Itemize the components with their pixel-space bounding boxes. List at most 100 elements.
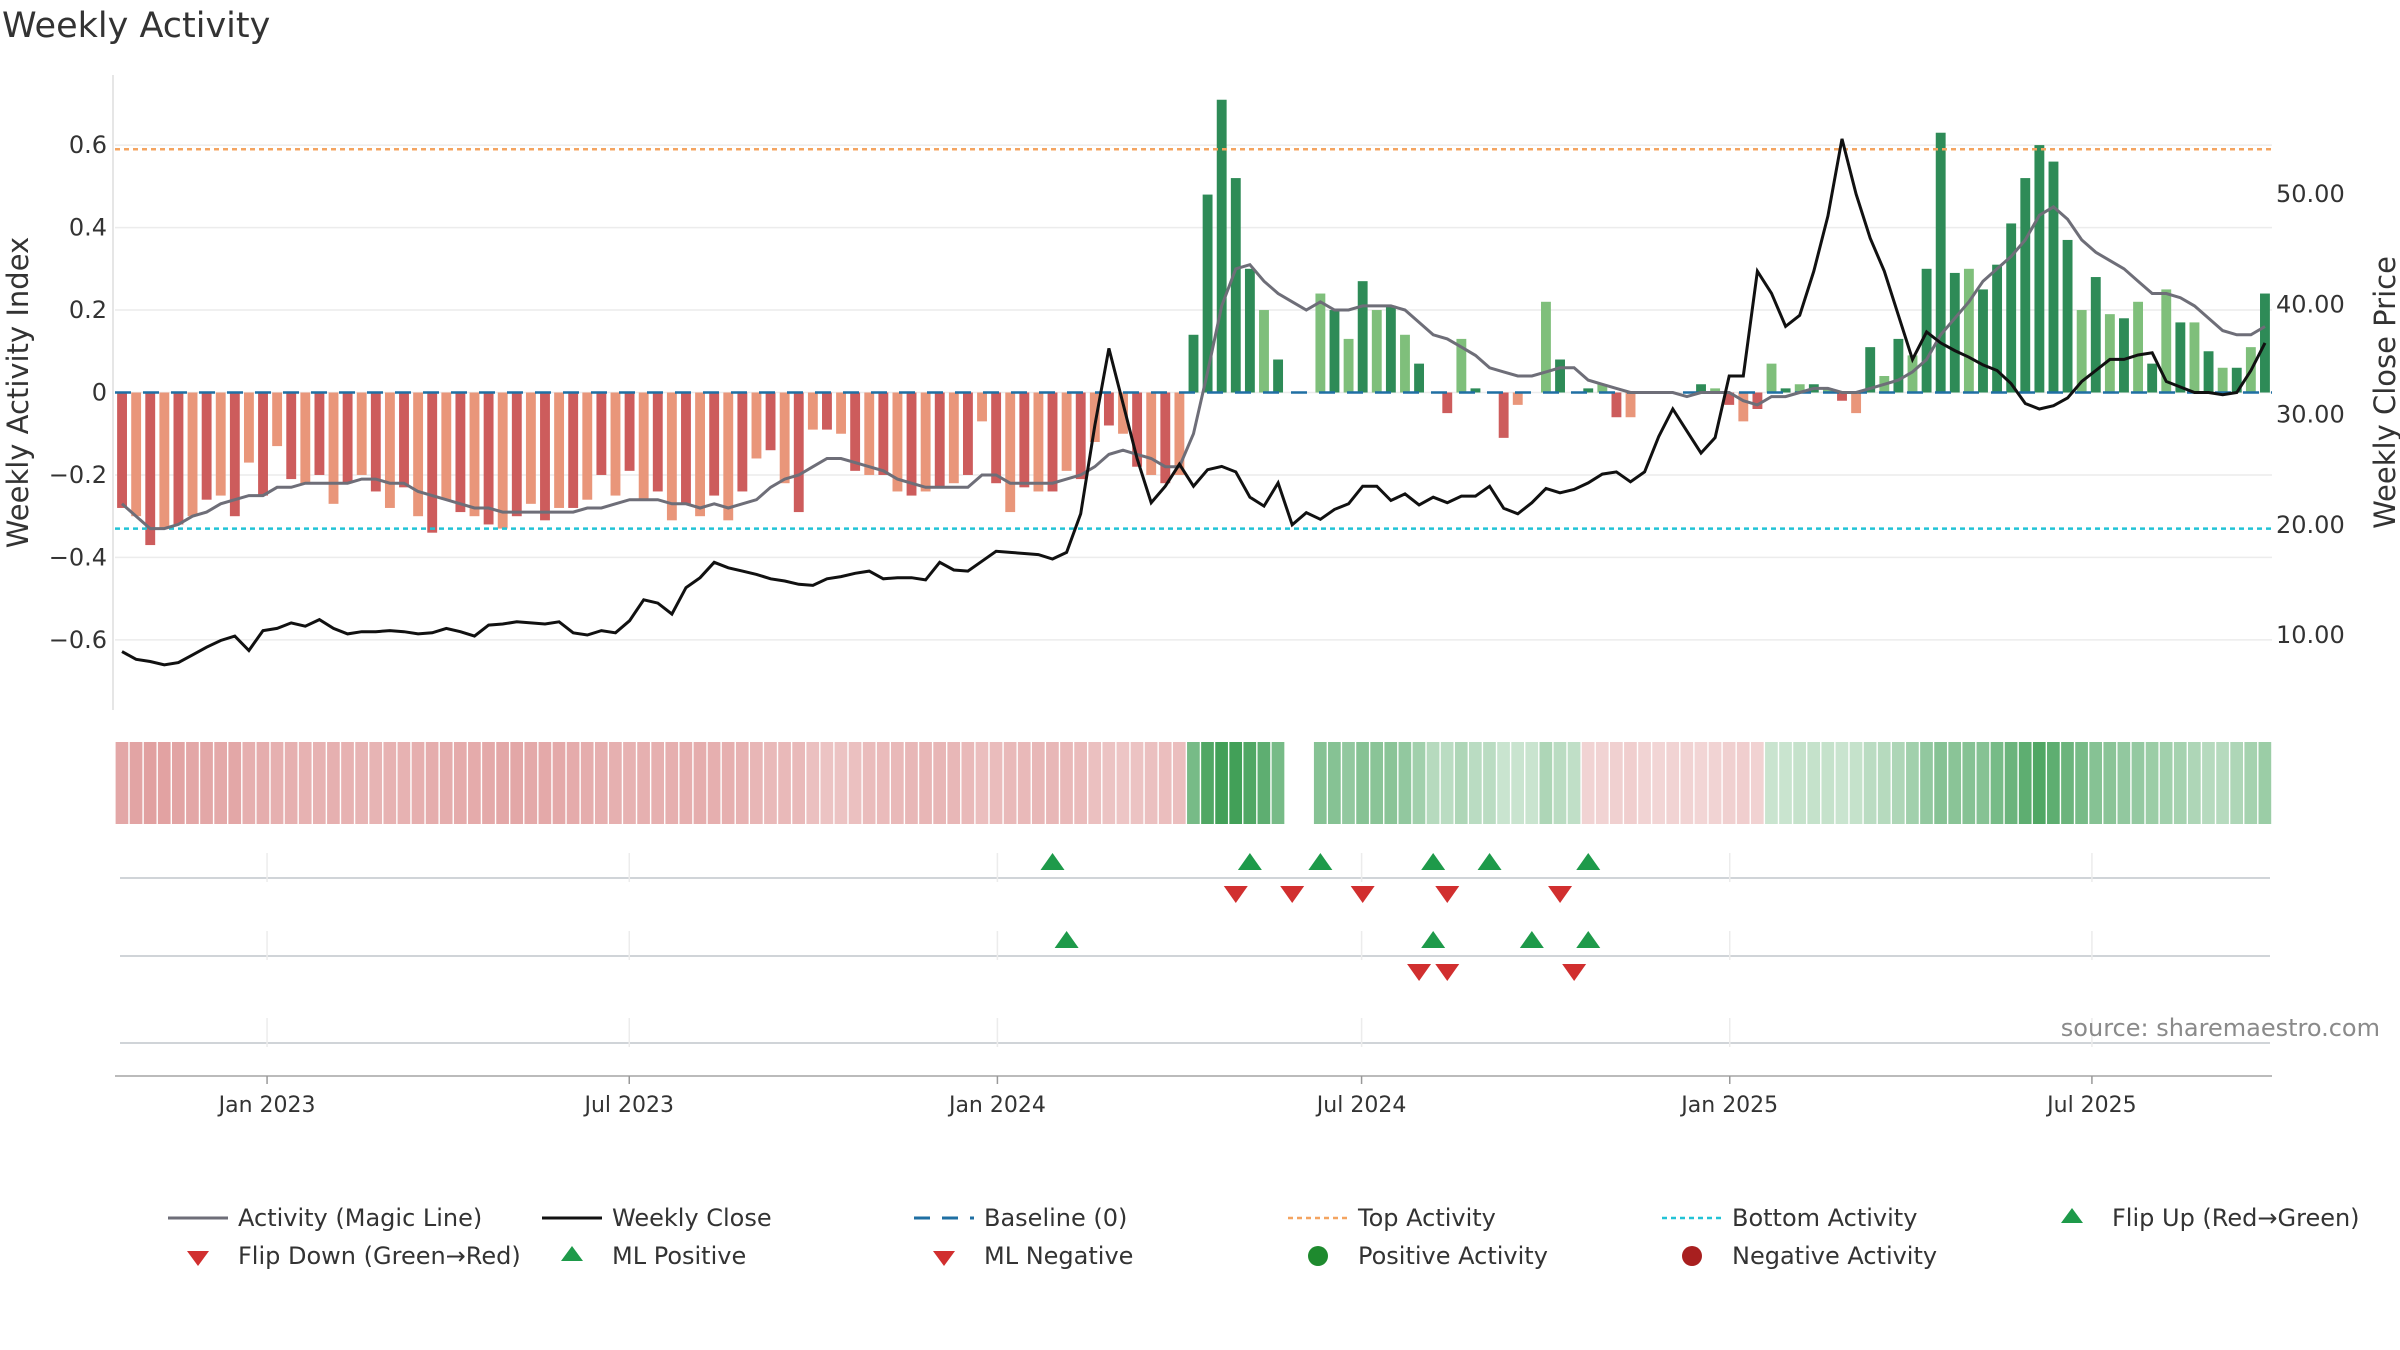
activity-strip-cell xyxy=(2188,742,2201,824)
activity-bar xyxy=(1414,363,1425,393)
activity-bar xyxy=(2034,145,2045,393)
activity-strip-cell xyxy=(750,742,763,824)
legend-item-flip-down: Flip Down (Green→Red) xyxy=(166,1238,521,1274)
activity-strip-cell xyxy=(496,742,509,824)
x-tick-label: Jan 2024 xyxy=(947,1093,1046,1118)
activity-strip-cell xyxy=(2258,742,2272,824)
legend-item-flip-up: Flip Up (Red→Green) xyxy=(2040,1200,2360,1236)
activity-strip-cell xyxy=(369,742,383,824)
activity-bar xyxy=(1357,281,1368,393)
activity-bar xyxy=(695,392,706,517)
ml-negative-marker xyxy=(1562,964,1587,981)
y-tick-label: 0 xyxy=(92,379,107,407)
activity-bar xyxy=(427,392,438,533)
activity-bar xyxy=(1907,355,1918,393)
activity-strip-cell xyxy=(2159,742,2173,824)
legend-label: Flip Up (Red→Green) xyxy=(2112,1204,2360,1232)
activity-strip-cell xyxy=(1765,742,1778,824)
activity-bar xyxy=(540,392,550,521)
activity-bar xyxy=(384,392,395,508)
flip-down-marker xyxy=(1435,886,1460,903)
activity-strip-cell xyxy=(1271,742,1285,824)
x-tick-label: Jan 2023 xyxy=(217,1093,316,1118)
activity-strip-cell xyxy=(1130,742,1144,824)
activity-strip-cell xyxy=(242,742,256,824)
activity-strip-cell xyxy=(1060,742,1073,824)
activity-bar xyxy=(1273,359,1284,393)
activity-strip-cell xyxy=(1215,742,1228,824)
activity-bar xyxy=(1132,392,1143,467)
activity-bar xyxy=(2175,322,2186,393)
activity-strip-cell xyxy=(468,742,481,824)
activity-strip-cell xyxy=(1158,742,1172,824)
activity-strip-cell xyxy=(2061,742,2074,824)
activity-strip-cell xyxy=(594,742,608,824)
activity-strip-cell xyxy=(735,742,749,824)
activity-strip-cell xyxy=(425,742,439,824)
activity-strip-cell xyxy=(1821,742,1835,824)
activity-bar xyxy=(1103,392,1114,426)
activity-bar xyxy=(399,392,409,488)
activity-strip-cell xyxy=(200,742,213,824)
activity-bar xyxy=(145,392,156,546)
y-tick-label: 0.4 xyxy=(69,214,107,242)
x-tick-label: Jul 2024 xyxy=(1315,1093,1407,1118)
activity-strip-cell xyxy=(2173,742,2187,824)
activity-strip-cell xyxy=(707,742,721,824)
activity-strip-cell xyxy=(1990,742,2004,824)
activity-strip-cell xyxy=(1454,742,1468,824)
activity-strip-cell xyxy=(1356,742,1369,824)
activity-bar xyxy=(779,392,790,484)
activity-bar xyxy=(1329,310,1340,393)
activity-strip-cell xyxy=(1003,742,1017,824)
activity-bar xyxy=(370,392,381,492)
activity-bar xyxy=(1146,392,1157,475)
y2-tick-label: 30.00 xyxy=(2276,401,2345,429)
activity-strip-cell xyxy=(228,742,242,824)
activity-strip-cell xyxy=(1074,742,1087,824)
activity-strip-cell xyxy=(312,742,326,824)
activity-strip-cell xyxy=(1511,742,1525,824)
legend-item-top-line: Top Activity xyxy=(1286,1200,1496,1236)
y-tick-label: −0.4 xyxy=(49,543,107,571)
activity-bar xyxy=(314,392,325,475)
activity-strip-cell xyxy=(1440,742,1454,824)
activity-strip-cell xyxy=(2089,742,2103,824)
activity-bar xyxy=(1343,338,1354,393)
flip-down-marker xyxy=(1548,886,1573,903)
activity-bar xyxy=(864,392,875,475)
activity-strip-cell xyxy=(806,742,820,824)
y-tick-label: 0.2 xyxy=(69,296,107,324)
activity-bar xyxy=(300,392,311,484)
activity-bar xyxy=(807,392,818,430)
ml-positive-marker xyxy=(1519,931,1544,948)
flip-up-marker xyxy=(1576,853,1601,870)
activity-bar xyxy=(1625,392,1636,418)
activity-strip-cell xyxy=(482,742,495,824)
activity-strip-cell xyxy=(2216,742,2229,824)
activity-bar xyxy=(1259,310,1269,393)
activity-strip-cell xyxy=(1934,742,1947,824)
activity-strip-cell xyxy=(580,742,594,824)
activity-bar xyxy=(920,392,931,492)
activity-strip-cell xyxy=(876,742,890,824)
activity-bar xyxy=(2020,178,2031,393)
activity-strip-cell xyxy=(341,742,354,824)
activity-strip-cell xyxy=(214,742,227,824)
activity-bar xyxy=(934,392,945,488)
activity-bar xyxy=(1696,384,1706,393)
activity-strip-cell xyxy=(1525,742,1539,824)
activity-strip-cell xyxy=(1046,742,1059,824)
y2-tick-label: 40.00 xyxy=(2276,290,2345,318)
activity-strip-cell xyxy=(1426,742,1440,824)
activity-strip-cell xyxy=(905,742,918,824)
legend-item-ml-positive: ML Positive xyxy=(540,1238,746,1274)
legend-label: Positive Activity xyxy=(1358,1242,1548,1270)
activity-bar xyxy=(568,392,579,508)
activity-strip-cell xyxy=(186,742,199,824)
activity-bar xyxy=(2217,367,2228,393)
activity-bar xyxy=(1216,99,1227,393)
activity-strip-cell xyxy=(778,742,791,824)
activity-bar xyxy=(356,392,367,475)
